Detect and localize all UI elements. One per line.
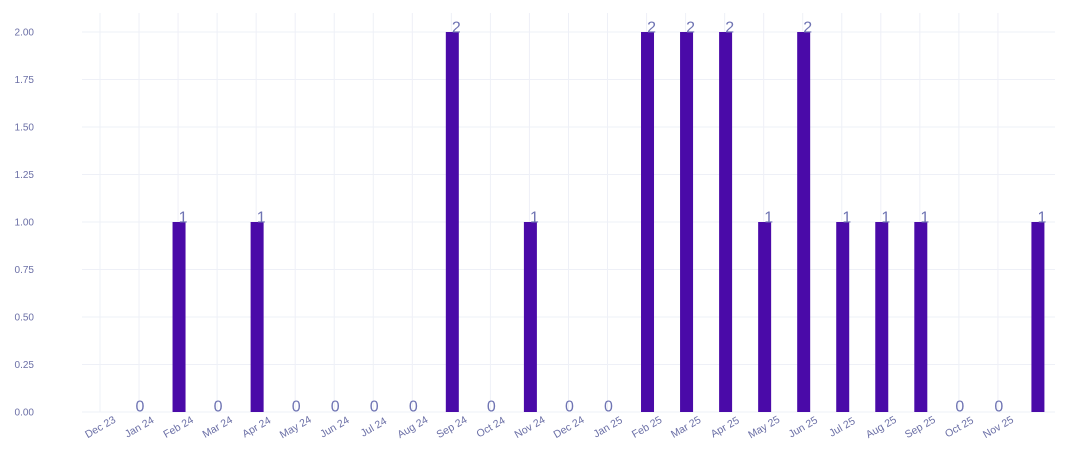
- data-label: 1: [257, 210, 266, 227]
- x-tick-label: Oct 25: [943, 414, 976, 440]
- data-label: 2: [647, 20, 656, 37]
- data-label: 0: [955, 399, 964, 416]
- x-tick-label: May 24: [278, 414, 314, 442]
- data-label: 1: [920, 210, 929, 227]
- data-label: 0: [565, 399, 574, 416]
- x-tick-label: Nov 25: [981, 414, 1016, 441]
- data-label: 0: [994, 399, 1003, 416]
- x-tick-label: Apr 25: [709, 414, 742, 440]
- x-tick-label: Mar 24: [200, 414, 234, 441]
- data-label: 1: [1038, 210, 1047, 227]
- x-tick-label: Sep 25: [903, 414, 938, 441]
- y-tick-label: 0.00: [15, 408, 35, 419]
- x-tick-label: Jul 25: [827, 415, 857, 439]
- bar-oct-24[interactable]: [523, 222, 537, 412]
- x-tick-label: Jan 25: [591, 414, 624, 440]
- x-tick-label: Apr 24: [240, 414, 273, 440]
- bar-aug-25[interactable]: [914, 222, 928, 412]
- data-label: 0: [292, 399, 301, 416]
- grid-layer: [82, 13, 1055, 413]
- x-tick-label: May 25: [746, 414, 782, 442]
- x-tick-label: Jul 24: [359, 415, 389, 439]
- x-tick-label: Jan 24: [123, 414, 156, 440]
- x-tick-label: Sep 24: [434, 414, 469, 441]
- x-axis-ticks: Dec 23 Jan 24 Feb 24 Mar 24 Apr 24 May 24 Jun …: [83, 414, 1016, 442]
- x-tick-label: Dec 23: [83, 414, 118, 441]
- x-tick-label: Mar 25: [669, 414, 703, 441]
- data-label: 2: [803, 20, 812, 37]
- x-tick-label: Feb 24: [161, 414, 195, 441]
- data-label: 1: [530, 210, 539, 227]
- y-axis-ticks: 0.00 0.25 0.50 0.75 1.00 1.25 1.50 1.75 2.00: [15, 28, 35, 419]
- x-tick-label: Jun 24: [318, 414, 351, 440]
- data-label: 0: [331, 399, 340, 416]
- data-label: 2: [725, 20, 734, 37]
- data-label: 0: [370, 399, 379, 416]
- x-tick-label: Oct 24: [475, 414, 508, 440]
- data-label: 0: [214, 399, 223, 416]
- bar-jan-25[interactable]: [641, 32, 655, 412]
- data-label: 2: [452, 20, 461, 37]
- x-tick-label: Nov 24: [513, 414, 548, 441]
- data-label: 0: [409, 399, 418, 416]
- data-label: 1: [764, 210, 773, 227]
- data-label: 0: [604, 399, 613, 416]
- data-label: 1: [881, 210, 890, 227]
- y-tick-label: 0.50: [15, 313, 35, 324]
- bar-jan-24[interactable]: [172, 222, 186, 412]
- x-tick-label: Aug 25: [864, 414, 899, 441]
- data-label: 0: [487, 399, 496, 416]
- bar-mar-25[interactable]: [719, 32, 733, 412]
- x-tick-label: Jun 25: [787, 414, 820, 440]
- y-tick-label: 0.75: [15, 265, 35, 276]
- y-tick-label: 1.00: [15, 218, 35, 229]
- bar-may-25[interactable]: [797, 32, 811, 412]
- y-tick-label: 1.50: [15, 123, 35, 134]
- bar-aug-24[interactable]: [445, 32, 459, 412]
- data-label: 0: [136, 399, 145, 416]
- bar-feb-25[interactable]: [680, 32, 694, 412]
- bar-nov-25[interactable]: [1031, 222, 1045, 412]
- y-tick-label: 0.25: [15, 360, 35, 371]
- bars: [172, 32, 1045, 412]
- data-labels: 0 1 0 1 0 0 0 0 2 0 1 0 0 2 2 2 1 2 1 1 1 0 0 1: [136, 20, 1047, 416]
- bar-apr-25[interactable]: [758, 222, 772, 412]
- bar-mar-24[interactable]: [250, 222, 264, 412]
- y-tick-label: 1.75: [15, 75, 35, 86]
- bar-jul-25[interactable]: [875, 222, 889, 412]
- x-tick-label: Aug 24: [395, 414, 430, 441]
- data-label: 2: [686, 20, 695, 37]
- data-label: 1: [179, 210, 188, 227]
- x-tick-label: Dec 24: [552, 414, 587, 441]
- x-tick-label: Feb 25: [630, 414, 664, 441]
- y-tick-label: 2.00: [15, 28, 35, 39]
- y-tick-label: 1.25: [15, 170, 35, 181]
- data-label: 1: [842, 210, 851, 227]
- bar-jun-25[interactable]: [836, 222, 850, 412]
